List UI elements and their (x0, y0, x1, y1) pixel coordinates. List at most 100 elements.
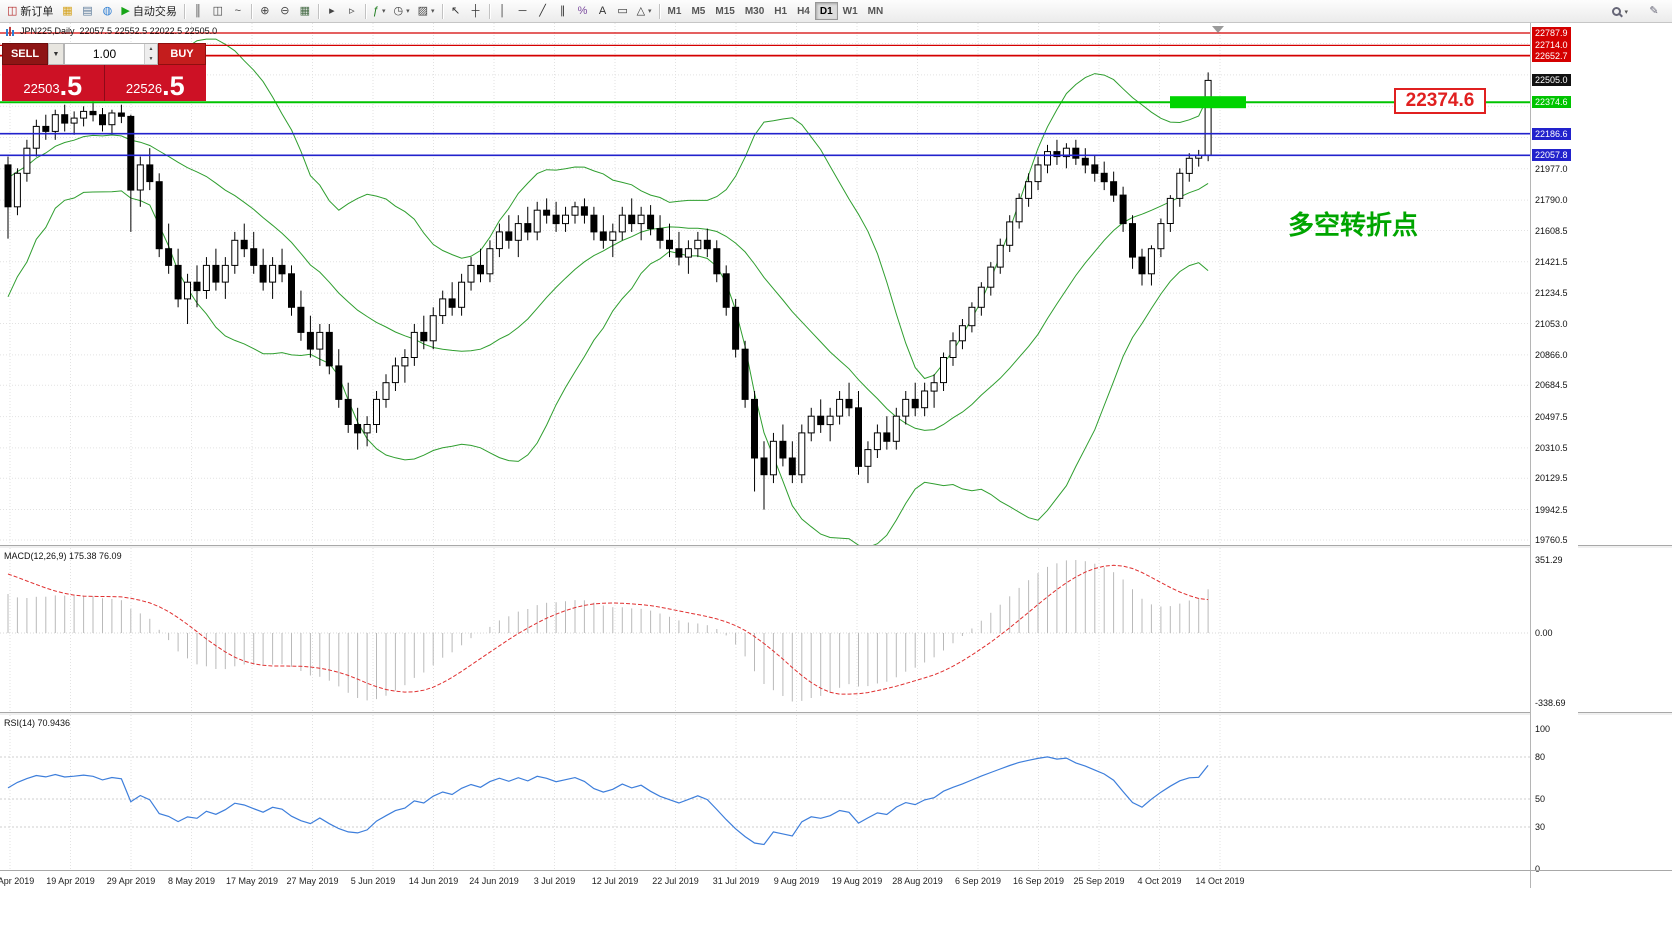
price-tag: 22505.0 (1532, 74, 1571, 86)
timeframe-h1-button[interactable]: H1 (769, 2, 792, 20)
date-axis[interactable]: 10 Apr 2019 19 Apr 2019 29 Apr 2019 8 May 2… (0, 870, 1672, 888)
timeframe-w1-button[interactable]: W1 (838, 2, 863, 20)
axis-tick: 0 (1535, 864, 1541, 874)
market-watch-button[interactable]: ▤ (77, 1, 97, 21)
volume-dropdown-button[interactable]: ▼ (48, 43, 64, 65)
macd-signal-line (7, 564, 1209, 695)
clock-icon: ◷ (393, 4, 404, 17)
timeframe-h4-button[interactable]: H4 (792, 2, 815, 20)
zoom-in-icon: ⊕ (260, 4, 270, 17)
auto-scroll-button[interactable]: ▸ (322, 1, 342, 21)
date-label: 12 Jul 2019 (591, 876, 639, 886)
zoom-out-button[interactable]: ⊖ (275, 1, 295, 21)
search-button[interactable]: ▾ (1608, 2, 1632, 22)
toolbar-separator (317, 3, 319, 19)
volume-step-up-button[interactable]: ▲ (145, 44, 157, 54)
date-label: 4 Oct 2019 (1137, 876, 1182, 886)
axis-tick: 351.29 (1535, 555, 1563, 565)
date-label: 25 Sep 2019 (1073, 876, 1125, 886)
chevron-down-icon: ▾ (648, 8, 652, 15)
axis-tick: 20497.5 (1535, 412, 1568, 422)
main-chart-canvas[interactable] (0, 23, 1530, 545)
horizontal-line-icon: ─ (518, 4, 527, 17)
text-icon: A (598, 4, 607, 17)
vertical-line-icon: │ (499, 4, 506, 17)
date-label: 3 Jul 2019 (533, 876, 576, 886)
rsi-canvas[interactable] (0, 715, 1530, 870)
date-label: 5 Jun 2019 (350, 876, 396, 886)
panel-splitter[interactable] (0, 712, 1672, 715)
bar-chart-button[interactable]: ║ (188, 1, 208, 21)
trendline-button[interactable]: ╱ (533, 1, 553, 21)
date-label: 9 Aug 2019 (773, 876, 820, 886)
date-label: 17 May 2019 (225, 876, 279, 886)
navigator-button[interactable]: ◍ (97, 1, 117, 21)
date-label: 10 Apr 2019 (0, 876, 35, 886)
new-order-button[interactable]: ◫ 新订单 (3, 1, 57, 21)
text-button[interactable]: A (593, 1, 613, 21)
crosshair-button[interactable]: ┼ (466, 1, 486, 21)
timeframe-m15-button[interactable]: M15 (710, 2, 739, 20)
shapes-button[interactable]: △ ▾ (633, 1, 656, 21)
chart-workspace: JPN225,Daily 22057.5 22552.5 22022.5 225… (0, 23, 1672, 888)
horizontal-grid (0, 43, 1530, 541)
highlighted-level-segment[interactable] (1170, 96, 1246, 109)
magnifier-icon (1612, 7, 1622, 16)
tile-windows-button[interactable]: ▦ (295, 1, 315, 21)
bar-chart-icon: ║ (193, 4, 202, 17)
indicators-button[interactable]: ƒ ▾ (369, 1, 390, 21)
volume-input[interactable] (65, 44, 144, 64)
compose-button[interactable]: ✎ (1644, 2, 1664, 22)
toolbar-separator (488, 3, 490, 19)
line-chart-button[interactable]: ~ (228, 1, 248, 21)
buy-price[interactable]: 22526 .5 (105, 65, 207, 101)
fibonacci-button[interactable]: % (573, 1, 593, 21)
candle-chart-button[interactable]: ◫ (208, 1, 228, 21)
timeframe-m1-button[interactable]: M1 (663, 2, 687, 20)
chart-shift-marker[interactable] (1212, 26, 1224, 33)
autotrading-button[interactable]: ▶ 自动交易 (117, 1, 180, 21)
template-icon: ▨ (417, 4, 429, 17)
profiles-button[interactable]: ▦ (57, 1, 77, 21)
price-tag: 22057.8 (1532, 149, 1571, 161)
volume-step-down-button[interactable]: ▼ (145, 54, 157, 64)
date-label: 28 Aug 2019 (892, 876, 943, 886)
cursor-button[interactable]: ↖ (446, 1, 466, 21)
chart-shift-button[interactable]: ▹ (342, 1, 362, 21)
templates-button[interactable]: ▨ ▾ (414, 1, 439, 21)
date-label: 14 Jun 2019 (408, 876, 459, 886)
periods-button[interactable]: ◷ ▾ (390, 1, 414, 21)
vertical-line-button[interactable]: │ (493, 1, 513, 21)
fibonacci-icon: % (577, 4, 588, 17)
sell-price[interactable]: 22503 .5 (2, 65, 104, 101)
horizontal-line-button[interactable]: ─ (513, 1, 533, 21)
line-chart-icon: ~ (234, 4, 242, 17)
axis-tick: 21234.5 (1535, 288, 1568, 298)
buy-price-main: 22526 (125, 81, 163, 96)
price-scale[interactable]: 21977.0 21790.0 21608.5 21421.5 21234.5 21053… (1530, 23, 1578, 888)
zoom-out-icon: ⊖ (280, 4, 290, 17)
timeframe-m5-button[interactable]: M5 (686, 2, 710, 20)
chevron-down-icon: ▾ (406, 8, 410, 15)
candles (4, 72, 1212, 510)
axis-tick: 21977.0 (1535, 164, 1568, 174)
axis-tick: 0.00 (1535, 628, 1553, 638)
macd-canvas[interactable] (0, 548, 1530, 712)
timeframe-d1-button[interactable]: D1 (814, 2, 838, 20)
vertical-grid (9, 548, 1221, 712)
timeframe-m30-button[interactable]: M30 (740, 2, 769, 20)
channel-button[interactable]: ∥ (553, 1, 573, 21)
toolbar-separator (183, 3, 185, 19)
candle-chart-icon: ◫ (212, 4, 224, 17)
globe-icon: ◍ (102, 4, 113, 17)
axis-tick: 100 (1535, 724, 1551, 734)
panel-splitter[interactable] (0, 545, 1672, 548)
label-button[interactable]: ▭ (613, 1, 633, 21)
profiles-icon: ▦ (62, 4, 73, 17)
rsi-line (7, 756, 1209, 846)
timeframe-mn-button[interactable]: MN (863, 2, 889, 20)
sell-button[interactable]: SELL (2, 43, 48, 65)
zoom-in-button[interactable]: ⊕ (255, 1, 275, 21)
buy-button[interactable]: BUY (158, 43, 206, 65)
